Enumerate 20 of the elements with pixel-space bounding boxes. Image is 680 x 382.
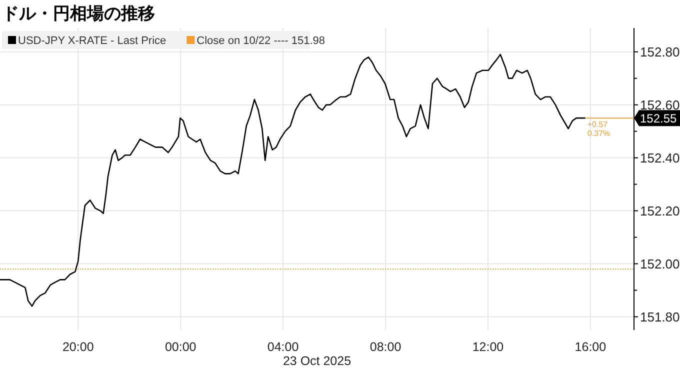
x-tick-label: 20:00	[62, 340, 94, 354]
y-tick-label: 151.80	[640, 309, 680, 324]
x-axis-title: 23 Oct 2025	[282, 354, 352, 368]
x-tick-label: 08:00	[370, 340, 402, 354]
legend-label: USD-JPY X-RATE - Last Price	[18, 35, 166, 47]
y-tick-label: 152.80	[640, 44, 680, 60]
annotation: +0.57	[587, 120, 608, 130]
x-tick-label: 04:00	[267, 340, 299, 354]
line-series	[0, 54, 586, 307]
x-tick-label: 16:00	[574, 340, 606, 354]
y-tick-label: 152.00	[640, 256, 680, 272]
annotation: 0.37%	[587, 129, 610, 138]
x-tick-label: 12:00	[472, 340, 504, 354]
annotation: 152.55	[640, 111, 678, 126]
x-tick-label: 00:00	[164, 340, 196, 354]
y-tick-label: 152.60	[640, 97, 680, 112]
chart-title: ドル・円相場の推移	[2, 4, 155, 23]
legend-label: Close on 10/22 ---- 151.98	[196, 35, 326, 47]
y-tick-label: 152.40	[640, 150, 680, 166]
y-tick-label: 152.20	[640, 203, 680, 218]
